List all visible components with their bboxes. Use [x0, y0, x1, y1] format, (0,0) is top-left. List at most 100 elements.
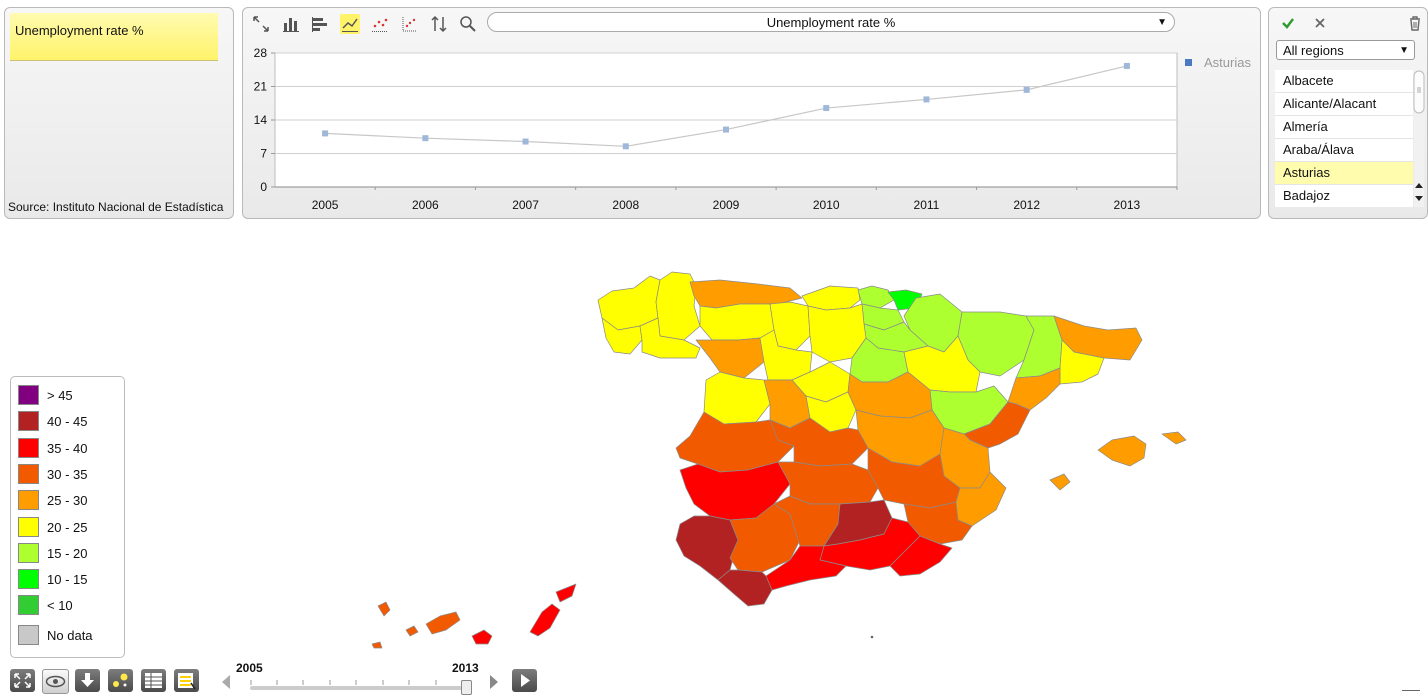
region-mallorca	[1097, 435, 1147, 467]
legend-swatch	[18, 595, 39, 616]
region-list-item[interactable]: Albacete	[1275, 70, 1413, 93]
data-point	[522, 138, 529, 145]
y-tick-label: 21	[254, 80, 268, 94]
indicator-title: Unemployment rate %	[10, 13, 218, 61]
legend-swatch	[18, 411, 39, 432]
table-button[interactable]	[141, 669, 166, 692]
sort-icon[interactable]	[429, 14, 449, 34]
trash-icon[interactable]	[1408, 15, 1422, 31]
view-button[interactable]	[42, 669, 69, 694]
region-list-scrollbar[interactable]	[1413, 70, 1425, 207]
legend-label: 10 - 15	[47, 572, 88, 588]
table-icon	[145, 673, 162, 688]
play-icon	[521, 674, 530, 687]
bubble-icon	[113, 673, 128, 687]
line-chart: 0 7 14 21 28 2005 2006 2007 2008 2009 2010 2011 2012…	[254, 46, 1252, 212]
region-ibiza	[1049, 473, 1071, 491]
indicator-dropdown[interactable]: Unemployment rate % ▼	[487, 12, 1175, 32]
region-filter-dropdown[interactable]: All regions ▼	[1276, 40, 1415, 60]
region-el-hierro	[371, 641, 383, 649]
horizontal-bar-icon[interactable]	[310, 14, 330, 34]
legend-label: 35 - 40	[47, 440, 88, 456]
region-panel: All regions ▼ Albacete Alicante/Alacant Al…	[1268, 7, 1428, 219]
info-panel: Unemployment rate % Source: Instituto Na…	[4, 7, 234, 219]
bubble-button[interactable]	[108, 669, 133, 692]
region-la-gomera	[405, 625, 419, 637]
region-list-item[interactable]: Alicante/Alacant	[1275, 93, 1413, 116]
region-ceuta	[870, 635, 874, 639]
region-lanzarote	[555, 583, 577, 603]
region-list-item[interactable]: Almería	[1275, 116, 1413, 139]
legend-label: 15 - 20	[47, 545, 88, 561]
zoom-icon[interactable]	[458, 14, 478, 34]
eye-icon	[45, 675, 66, 688]
legend-label: < 10	[47, 598, 73, 614]
play-button[interactable]	[512, 669, 537, 692]
line-chart-icon[interactable]	[340, 14, 360, 34]
region-ourense	[639, 317, 701, 359]
indicator-dropdown-value: Unemployment rate %	[766, 15, 896, 30]
timeline-end-year: 2013	[452, 661, 479, 675]
dot-plot-icon[interactable]	[370, 14, 390, 34]
map-legend: > 45 40 - 45 35 - 40 30 - 35 25 - 30 20 - 25 1…	[10, 376, 125, 658]
region-filter-value: All regions	[1283, 43, 1344, 58]
legend-swatch	[18, 463, 39, 484]
timeline-ticks	[250, 680, 463, 685]
legend-label: 30 - 35	[47, 466, 88, 482]
x-tick-label: 2011	[914, 198, 940, 212]
legend-swatch	[18, 437, 39, 458]
timeline-slider-thumb[interactable]	[461, 680, 472, 695]
legend-button[interactable]	[174, 669, 199, 692]
region-list-item[interactable]: Asturias	[1275, 162, 1413, 185]
x-tick-label: 2005	[312, 198, 339, 212]
legend-marker	[1185, 59, 1192, 66]
region-salamanca	[703, 371, 771, 425]
region-ciudad-real	[777, 461, 879, 505]
legend-swatch	[18, 625, 39, 645]
close-icon[interactable]	[1314, 17, 1326, 29]
data-point	[923, 96, 930, 103]
legend-swatch	[18, 490, 39, 511]
region-menorca	[1161, 431, 1187, 445]
x-tick-label: 2006	[412, 198, 439, 212]
region-almeria	[889, 535, 953, 577]
region-pontevedra	[601, 317, 643, 355]
region-list-item[interactable]: Araba/Álava	[1275, 139, 1413, 162]
legend-series-label: Asturias	[1204, 55, 1251, 70]
region-gran-canaria	[471, 629, 493, 645]
resize-handle[interactable]	[1402, 690, 1420, 691]
bar-chart-icon[interactable]	[281, 14, 301, 34]
chart-panel: Unemployment rate % ▼ 0 7 14 21 28 2005 2006 20…	[242, 7, 1261, 219]
region-list-item[interactable]: Badajoz	[1275, 185, 1413, 207]
region-valladolid	[759, 329, 813, 381]
y-tick-label: 7	[260, 147, 267, 161]
region-tenerife	[425, 611, 461, 635]
chevron-down-icon: ▼	[1157, 17, 1167, 28]
legend-label: > 45	[47, 388, 73, 403]
step-back-icon[interactable]	[220, 674, 232, 690]
region-cadiz	[717, 569, 773, 607]
source-label: Source: Instituto Nacional de Estadístic…	[8, 200, 224, 214]
legend-swatch	[18, 385, 39, 405]
download-button[interactable]	[75, 669, 100, 692]
download-icon	[81, 673, 94, 687]
x-tick-label: 2010	[813, 198, 840, 212]
check-icon[interactable]	[1281, 16, 1295, 30]
y-tick-label: 14	[254, 113, 268, 127]
region-list: Albacete Alicante/Alacant Almería Araba/Ála…	[1275, 70, 1413, 207]
x-tick-label: 2007	[512, 198, 539, 212]
y-tick-label: 0	[260, 180, 267, 194]
region-la-palma	[377, 601, 391, 617]
spain-choropleth-map[interactable]	[0, 230, 1428, 650]
legend-swatch	[18, 569, 39, 590]
scatter-icon[interactable]	[400, 14, 420, 34]
legend-label: 40 - 45	[47, 414, 88, 430]
timeline-slider-track[interactable]	[250, 686, 468, 690]
fit-icon[interactable]	[251, 14, 271, 34]
step-forward-icon[interactable]	[488, 674, 500, 690]
legend-swatch	[18, 542, 39, 563]
legend-swatch	[18, 516, 39, 537]
fullscreen-button[interactable]	[10, 669, 35, 692]
data-point	[1023, 86, 1030, 93]
data-point	[322, 130, 329, 137]
